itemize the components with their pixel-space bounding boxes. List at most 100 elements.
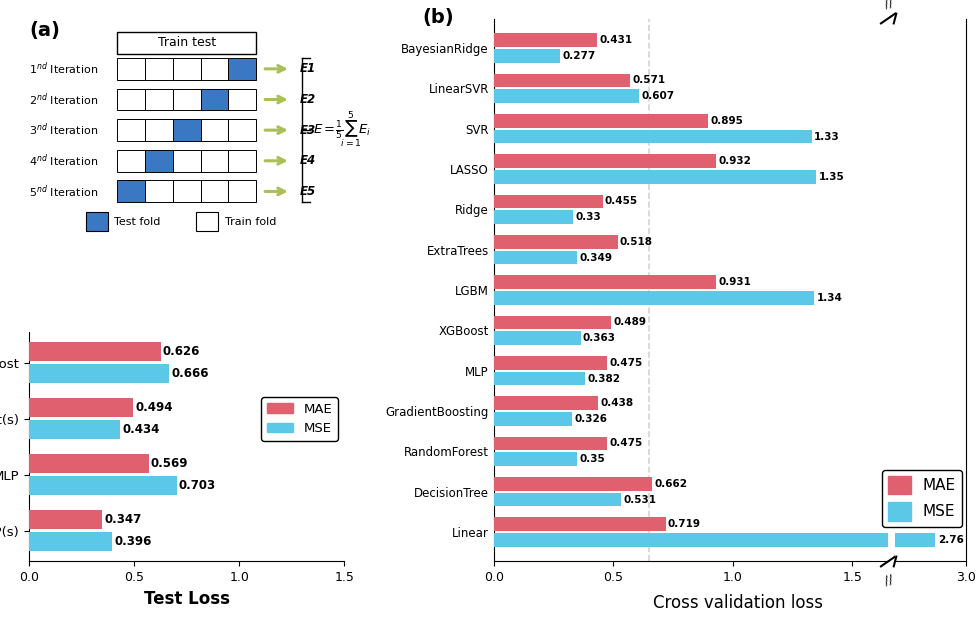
FancyBboxPatch shape: [201, 58, 228, 80]
Text: 0.931: 0.931: [718, 277, 752, 287]
Text: 1.33: 1.33: [814, 131, 839, 141]
Text: 0.277: 0.277: [562, 51, 595, 61]
FancyBboxPatch shape: [173, 89, 201, 110]
Bar: [494, 437, 607, 450]
Text: E2: E2: [301, 93, 316, 106]
Bar: [494, 251, 577, 265]
Bar: [895, 533, 935, 547]
Bar: [494, 235, 618, 249]
Text: 0.531: 0.531: [623, 494, 656, 505]
Text: 0.455: 0.455: [605, 196, 638, 207]
Bar: [494, 114, 708, 128]
Bar: [494, 130, 812, 143]
Bar: [494, 170, 816, 184]
Text: //: //: [883, 573, 895, 587]
Bar: [494, 291, 814, 305]
Text: 0.475: 0.475: [610, 439, 643, 449]
Bar: [494, 517, 666, 531]
Text: 0.475: 0.475: [610, 358, 643, 368]
Text: 0.434: 0.434: [123, 423, 160, 436]
Text: 0.438: 0.438: [601, 398, 634, 408]
FancyBboxPatch shape: [117, 58, 145, 80]
FancyBboxPatch shape: [145, 119, 173, 141]
Text: 0.347: 0.347: [104, 513, 142, 526]
Text: 0.349: 0.349: [580, 252, 613, 262]
Bar: [494, 492, 621, 507]
FancyBboxPatch shape: [145, 58, 173, 80]
FancyBboxPatch shape: [201, 181, 228, 202]
Bar: [29, 364, 169, 383]
Bar: [494, 331, 581, 345]
Bar: [494, 275, 716, 289]
Text: 0.35: 0.35: [580, 454, 605, 464]
Text: 2.76: 2.76: [938, 535, 963, 545]
Bar: [494, 49, 560, 63]
Text: 1.34: 1.34: [816, 293, 842, 303]
Bar: [29, 342, 161, 362]
Text: 0.518: 0.518: [620, 237, 653, 247]
FancyBboxPatch shape: [196, 212, 219, 231]
Text: 0.396: 0.396: [114, 535, 152, 548]
Text: 0.363: 0.363: [583, 333, 616, 343]
Legend: MAE, MSE: MAE, MSE: [881, 470, 962, 527]
Bar: [494, 73, 630, 88]
Bar: [29, 510, 102, 529]
FancyBboxPatch shape: [201, 150, 228, 172]
Text: 2$^{nd}$ Iteration: 2$^{nd}$ Iteration: [29, 91, 99, 108]
Bar: [494, 533, 888, 547]
Bar: [494, 33, 596, 47]
Text: 0.626: 0.626: [163, 346, 200, 358]
Text: $E=\!\frac{1}{5}\!\sum_{i=1}^{5}\!E_i$: $E=\!\frac{1}{5}\!\sum_{i=1}^{5}\!E_i$: [312, 110, 371, 151]
Text: Train test: Train test: [158, 36, 216, 49]
Text: 0.431: 0.431: [599, 35, 632, 45]
FancyBboxPatch shape: [173, 58, 201, 80]
Text: (a): (a): [29, 21, 61, 39]
Text: 1.35: 1.35: [819, 172, 844, 182]
FancyBboxPatch shape: [145, 150, 173, 172]
Text: 0.703: 0.703: [179, 479, 216, 492]
Text: (b): (b): [423, 7, 455, 27]
Text: 0.494: 0.494: [135, 401, 173, 414]
FancyBboxPatch shape: [117, 150, 145, 172]
Text: 0.569: 0.569: [151, 457, 188, 470]
FancyBboxPatch shape: [228, 181, 256, 202]
Text: E3: E3: [301, 123, 316, 136]
Text: 0.571: 0.571: [632, 75, 666, 86]
Text: 0.932: 0.932: [719, 156, 752, 166]
Bar: [494, 477, 652, 491]
Bar: [29, 398, 133, 417]
Bar: [494, 412, 572, 426]
FancyBboxPatch shape: [145, 89, 173, 110]
Text: Test fold: Test fold: [114, 217, 161, 226]
FancyBboxPatch shape: [228, 58, 256, 80]
Bar: [494, 194, 602, 209]
FancyBboxPatch shape: [228, 119, 256, 141]
X-axis label: Cross validation loss: Cross validation loss: [653, 594, 823, 612]
Bar: [29, 532, 112, 551]
Text: 0.326: 0.326: [574, 414, 607, 424]
Bar: [494, 356, 607, 370]
Text: //: //: [883, 0, 895, 10]
Legend: MAE, MSE: MAE, MSE: [262, 397, 338, 441]
FancyBboxPatch shape: [117, 181, 145, 202]
FancyBboxPatch shape: [117, 31, 256, 54]
Text: 0.662: 0.662: [654, 479, 687, 489]
FancyBboxPatch shape: [173, 119, 201, 141]
FancyBboxPatch shape: [86, 212, 108, 231]
Text: 0.895: 0.895: [711, 116, 743, 126]
Text: 0.719: 0.719: [668, 519, 701, 529]
FancyBboxPatch shape: [117, 89, 145, 110]
Text: 0.33: 0.33: [575, 212, 601, 222]
Bar: [494, 210, 573, 224]
Bar: [494, 452, 578, 466]
FancyBboxPatch shape: [117, 119, 145, 141]
Bar: [494, 371, 585, 386]
FancyBboxPatch shape: [173, 150, 201, 172]
Text: 3$^{nd}$ Iteration: 3$^{nd}$ Iteration: [29, 122, 99, 138]
Bar: [494, 154, 716, 168]
Text: 4$^{nd}$ Iteration: 4$^{nd}$ Iteration: [29, 152, 99, 169]
FancyBboxPatch shape: [201, 89, 228, 110]
Text: E4: E4: [301, 154, 316, 167]
Text: 5$^{nd}$ Iteration: 5$^{nd}$ Iteration: [29, 183, 99, 200]
Text: E1: E1: [301, 62, 316, 75]
